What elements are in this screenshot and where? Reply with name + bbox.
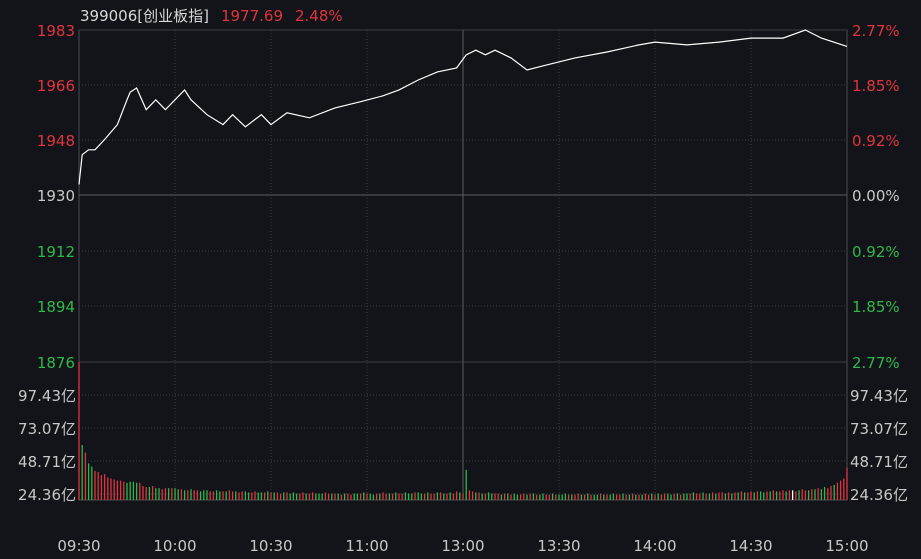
- y-tick-left: 1948: [37, 132, 75, 150]
- y-tick-left: 1966: [37, 77, 75, 95]
- y-tick-left: 1930: [37, 187, 75, 205]
- x-tick-label: 14:00: [633, 537, 676, 555]
- x-tick-label: 11:00: [345, 537, 388, 555]
- vol-tick-right: 73.07亿: [850, 420, 908, 438]
- y-tick-right: 1.85%: [852, 77, 900, 95]
- x-tick-label: 13:00: [441, 537, 484, 555]
- y-tick-right: 2.77%: [852, 22, 900, 40]
- vol-tick-right: 97.43亿: [850, 387, 908, 405]
- vol-tick-right: 48.71亿: [850, 453, 908, 471]
- x-tick-label: 15:00: [825, 537, 868, 555]
- y-tick-left: 1876: [37, 354, 75, 372]
- vol-tick-left: 24.36亿: [18, 486, 76, 504]
- vol-tick-left: 97.43亿: [18, 387, 76, 405]
- x-tick-label: 10:00: [153, 537, 196, 555]
- y-tick-left: 1912: [37, 243, 75, 261]
- vol-tick-left: 48.71亿: [18, 453, 76, 471]
- chart-header: 399006[创业板指] 1977.69 2.48%: [80, 5, 355, 26]
- price-line: [78, 29, 848, 185]
- x-tick-label: 10:30: [249, 537, 292, 555]
- x-tick-label: 14:30: [729, 537, 772, 555]
- y-tick-right: 1.85%: [852, 298, 900, 316]
- y-tick-left: 1894: [37, 298, 75, 316]
- x-tick-label: 13:30: [537, 537, 580, 555]
- index-name: 399006[创业板指]: [80, 7, 209, 25]
- index-change-pct: 2.48%: [295, 7, 343, 25]
- vol-tick-left: 73.07亿: [18, 420, 76, 438]
- y-tick-right: 2.77%: [852, 354, 900, 372]
- vol-tick-right: 24.36亿: [850, 486, 908, 504]
- y-tick-left: 1983: [37, 22, 75, 40]
- y-tick-right: 0.92%: [852, 243, 900, 261]
- y-tick-right: 0.92%: [852, 132, 900, 150]
- y-tick-right: 0.00%: [852, 187, 900, 205]
- x-tick-label: 09:30: [57, 537, 100, 555]
- index-price: 1977.69: [220, 7, 283, 25]
